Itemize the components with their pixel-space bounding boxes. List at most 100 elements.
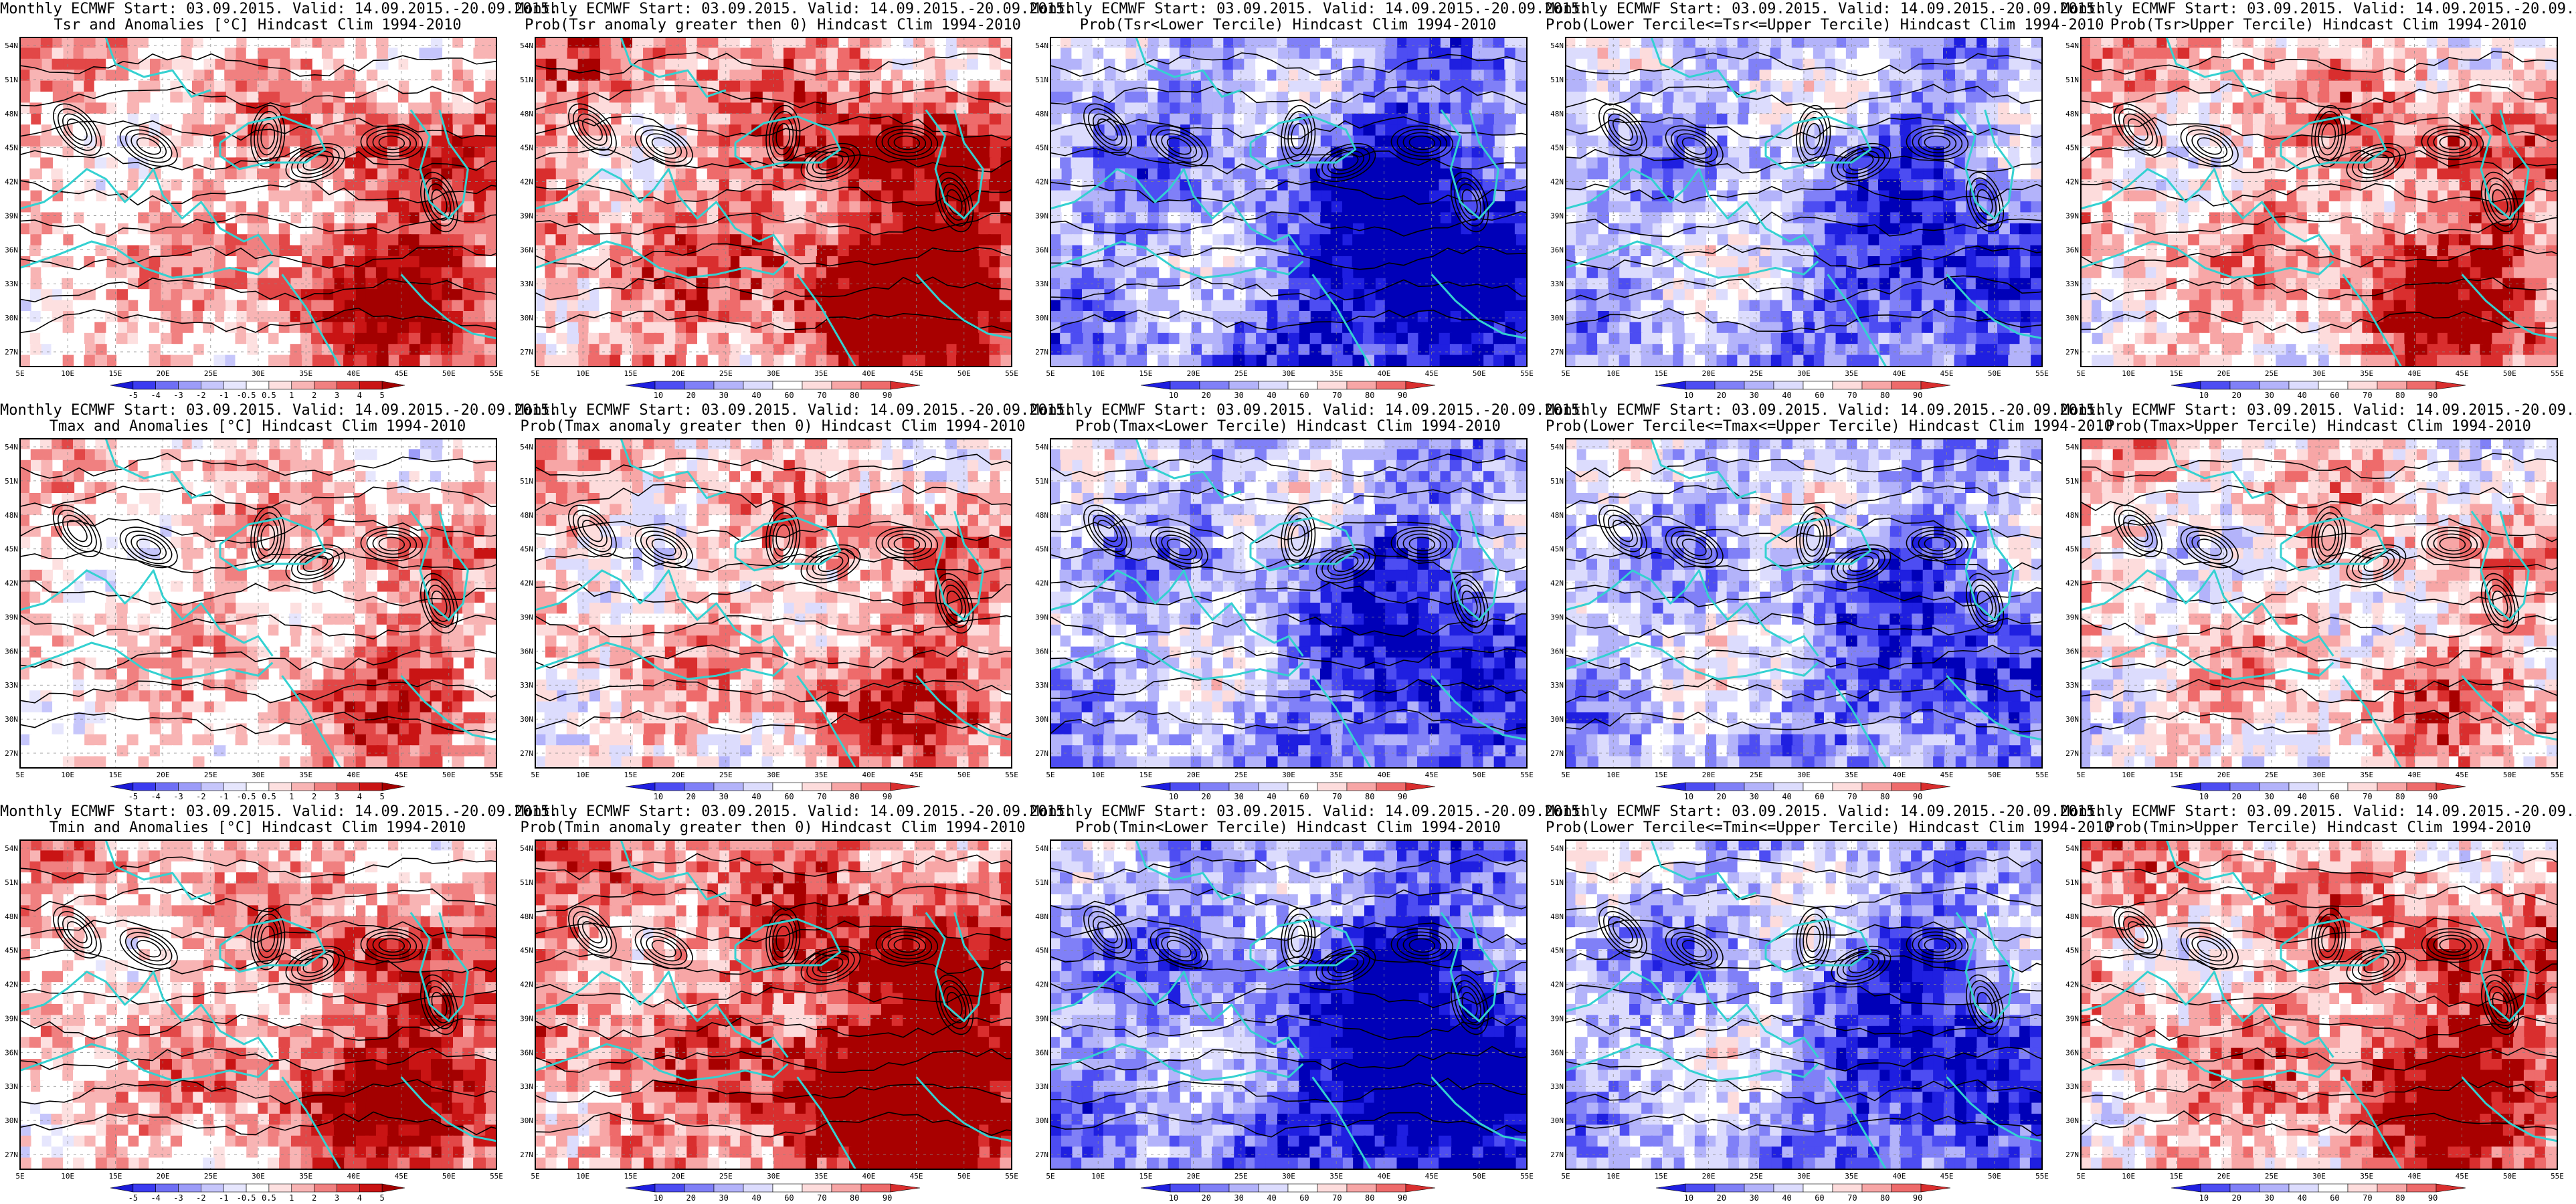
lon-tick-label: 40E: [1377, 771, 1390, 779]
lon-tick-label: 20E: [672, 771, 685, 779]
lat-tick-label: 51N: [1035, 878, 1048, 887]
colorbar-label: 10: [1684, 792, 1693, 801]
colorbar-label: 10: [654, 1193, 663, 1203]
lat-tick-label: 33N: [5, 681, 18, 690]
colorbar-swatch: [802, 1183, 832, 1193]
colorbar-label: 70: [2363, 1193, 2372, 1203]
lat-tick-label: 42N: [520, 579, 533, 588]
colorbar-label: -3: [173, 792, 183, 801]
colorbar-label: 80: [1880, 792, 1890, 801]
lon-tick-label: 5E: [1561, 771, 1570, 779]
colorbar-label: 4: [357, 1193, 362, 1203]
lat-tick-label: 30N: [1550, 314, 1564, 322]
colorbar-swatch: [1140, 381, 1171, 390]
colorbar-label: 5: [380, 391, 385, 400]
lat-tick-label: 39N: [5, 1014, 18, 1023]
colorbar-label: 40: [2297, 1193, 2306, 1203]
colorbar-swatch: [291, 381, 314, 390]
lat-tick-label: 42N: [1035, 981, 1048, 989]
lat-tick-label: 36N: [1035, 245, 1048, 254]
colorbar: 10 20 30 40 60 70 80 90: [2171, 381, 2466, 400]
contour-lines: [1050, 854, 1527, 1138]
colorbar-swatch: [2288, 782, 2319, 791]
colorbar-swatch: [1861, 381, 1892, 390]
lon-tick-label: 20E: [157, 369, 170, 378]
lon-tick-label: 15E: [108, 771, 122, 779]
lat-tick-label: 27N: [520, 749, 533, 758]
coastlines: [2081, 439, 2557, 768]
lat-tick-label: 51N: [5, 477, 18, 486]
lat-tick-label: 33N: [1550, 1082, 1564, 1091]
colorbar-swatch: [1228, 782, 1259, 791]
lat-tick-label: 51N: [5, 878, 18, 887]
lon-tick-label: 30E: [1282, 369, 1295, 378]
lon-tick-label: 15E: [2169, 771, 2183, 779]
forecast-panel: Monthly ECMWF Start: 03.09.2015. Valid: …: [1546, 0, 2104, 401]
colorbar-label: 2: [312, 792, 316, 801]
lat-tick-label: 36N: [1550, 245, 1564, 254]
lat-tick-label: 45N: [1550, 946, 1564, 955]
colorbar-swatch: [2318, 782, 2349, 791]
colorbar-swatch: [201, 782, 224, 791]
colorbar-swatch: [2347, 381, 2378, 390]
lat-tick-label: 48N: [5, 511, 18, 520]
colorbar-swatch: [246, 381, 270, 390]
lat-tick-label: 33N: [2065, 1082, 2079, 1091]
colorbar-label: 90: [1913, 391, 1922, 400]
lat-tick-label: 42N: [5, 981, 18, 989]
colorbar-swatch: [1346, 782, 1377, 791]
lat-tick-label: 45N: [5, 545, 18, 554]
colorbar-swatch: [155, 381, 179, 390]
lon-tick-label: 30E: [252, 1172, 265, 1181]
graticule: [1566, 840, 2042, 1169]
lat-tick-label: 30N: [2065, 715, 2079, 724]
colorbar-label: 40: [1782, 1193, 1791, 1203]
lat-tick-label: 39N: [520, 1014, 533, 1023]
lat-tick-label: 42N: [1550, 579, 1564, 588]
colorbar-label: 60: [1815, 792, 1824, 801]
lon-tick-label: 10E: [576, 369, 589, 378]
colorbar-label: 10: [2199, 792, 2209, 801]
lon-tick-label: 25E: [204, 369, 217, 378]
colorbar-label: 40: [751, 1193, 761, 1203]
lat-tick-label: 54N: [1035, 41, 1048, 50]
lon-tick-label: 55E: [1005, 369, 1018, 378]
lon-tick-label: 45E: [910, 369, 923, 378]
colorbar-swatch: [684, 1183, 715, 1193]
map-figure: 54N 51N 48N 45N 42N 39N 36N 33N 30N 27N 5E 10E 15E 20…: [2065, 438, 2564, 801]
colorbar: 10 20 30 40 60 70 80 90: [625, 1183, 921, 1203]
lat-tick-label: 51N: [1035, 76, 1048, 84]
lon-tick-label: 10E: [2122, 369, 2135, 378]
lat-tick-label: 54N: [5, 41, 18, 50]
lon-tick-label: 20E: [1702, 771, 1716, 779]
panel-title-line2: Prob(Tsr anomaly greater then 0) Hindcas…: [515, 17, 1030, 33]
colorbar-label: -4: [151, 792, 160, 801]
colorbar-label: 80: [1880, 1193, 1890, 1203]
colorbar-swatch: [1803, 782, 1833, 791]
coastlines: [2081, 840, 2557, 1169]
colorbar-swatch: [223, 381, 247, 390]
map-figure: 54N 51N 48N 45N 42N 39N 36N 33N 30N 27N 5E 10E 15E 20…: [1550, 37, 2049, 400]
contour-lines: [535, 454, 1012, 736]
colorbar-swatch: [654, 1183, 685, 1193]
colorbar-label: 1: [289, 391, 294, 400]
lon-tick-label: 20E: [1187, 369, 1200, 378]
forecast-panel: Monthly ECMWF Start: 03.09.2015. Valid: …: [1546, 401, 2113, 803]
lat-tick-label: 54N: [2065, 844, 2079, 853]
colorbar-label: 90: [883, 1193, 892, 1203]
colorbar-label: 70: [1332, 792, 1342, 801]
panel-title-line2: Tsr and Anomalies [°C] Hindcast Clim 199…: [0, 17, 515, 33]
colorbar-label: 5: [380, 792, 385, 801]
lat-tick-label: 48N: [2065, 110, 2079, 118]
lon-tick-label: 35E: [1845, 369, 1858, 378]
lon-tick-label: 15E: [1139, 369, 1152, 378]
forecast-panel: Monthly ECMWF Start: 03.09.2015. Valid: …: [2061, 803, 2576, 1204]
lon-tick-label: 30E: [1282, 771, 1295, 779]
colorbar-swatch: [831, 381, 862, 390]
lon-tick-label: 25E: [1750, 369, 1763, 378]
colorbar-label: 30: [1234, 391, 1243, 400]
colorbar-label: 20: [2232, 792, 2241, 801]
lat-tick-label: 51N: [5, 76, 18, 84]
colorbar-swatch: [743, 381, 773, 390]
